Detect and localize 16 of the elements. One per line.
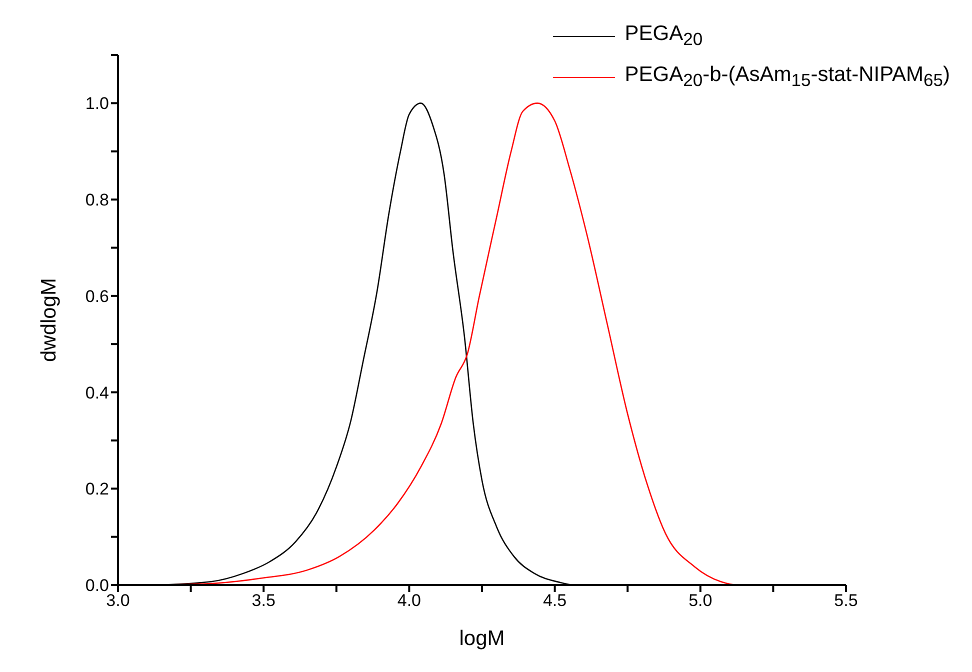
y-tick-label: 0.8 <box>85 190 109 210</box>
x-tick-label: 3.0 <box>106 591 130 610</box>
x-tick-label: 5.5 <box>834 591 858 610</box>
y-tick-label: 0.0 <box>85 576 109 596</box>
y-tick-label: 0.4 <box>85 383 109 402</box>
x-tick-label: 5.0 <box>688 591 712 610</box>
y-tick-label: 0.6 <box>85 286 109 306</box>
x-tick-label: 3.5 <box>252 591 276 610</box>
y-axis-title: dwdlogM <box>37 278 60 362</box>
x-tick-label: 4.5 <box>542 591 567 610</box>
x-tick-label: 4.0 <box>397 591 422 610</box>
x-axis-title: logM <box>459 627 505 650</box>
legend-label: PEGA$_{20}$-b-(AsAm$_{15}$-stat-NIPAM$_{65}$) <box>624 62 950 92</box>
y-tick-label: 0.2 <box>85 480 109 499</box>
legend-label: PEGA$_{20}$ <box>624 21 703 52</box>
y-tick-label: 1.0 <box>85 94 109 114</box>
